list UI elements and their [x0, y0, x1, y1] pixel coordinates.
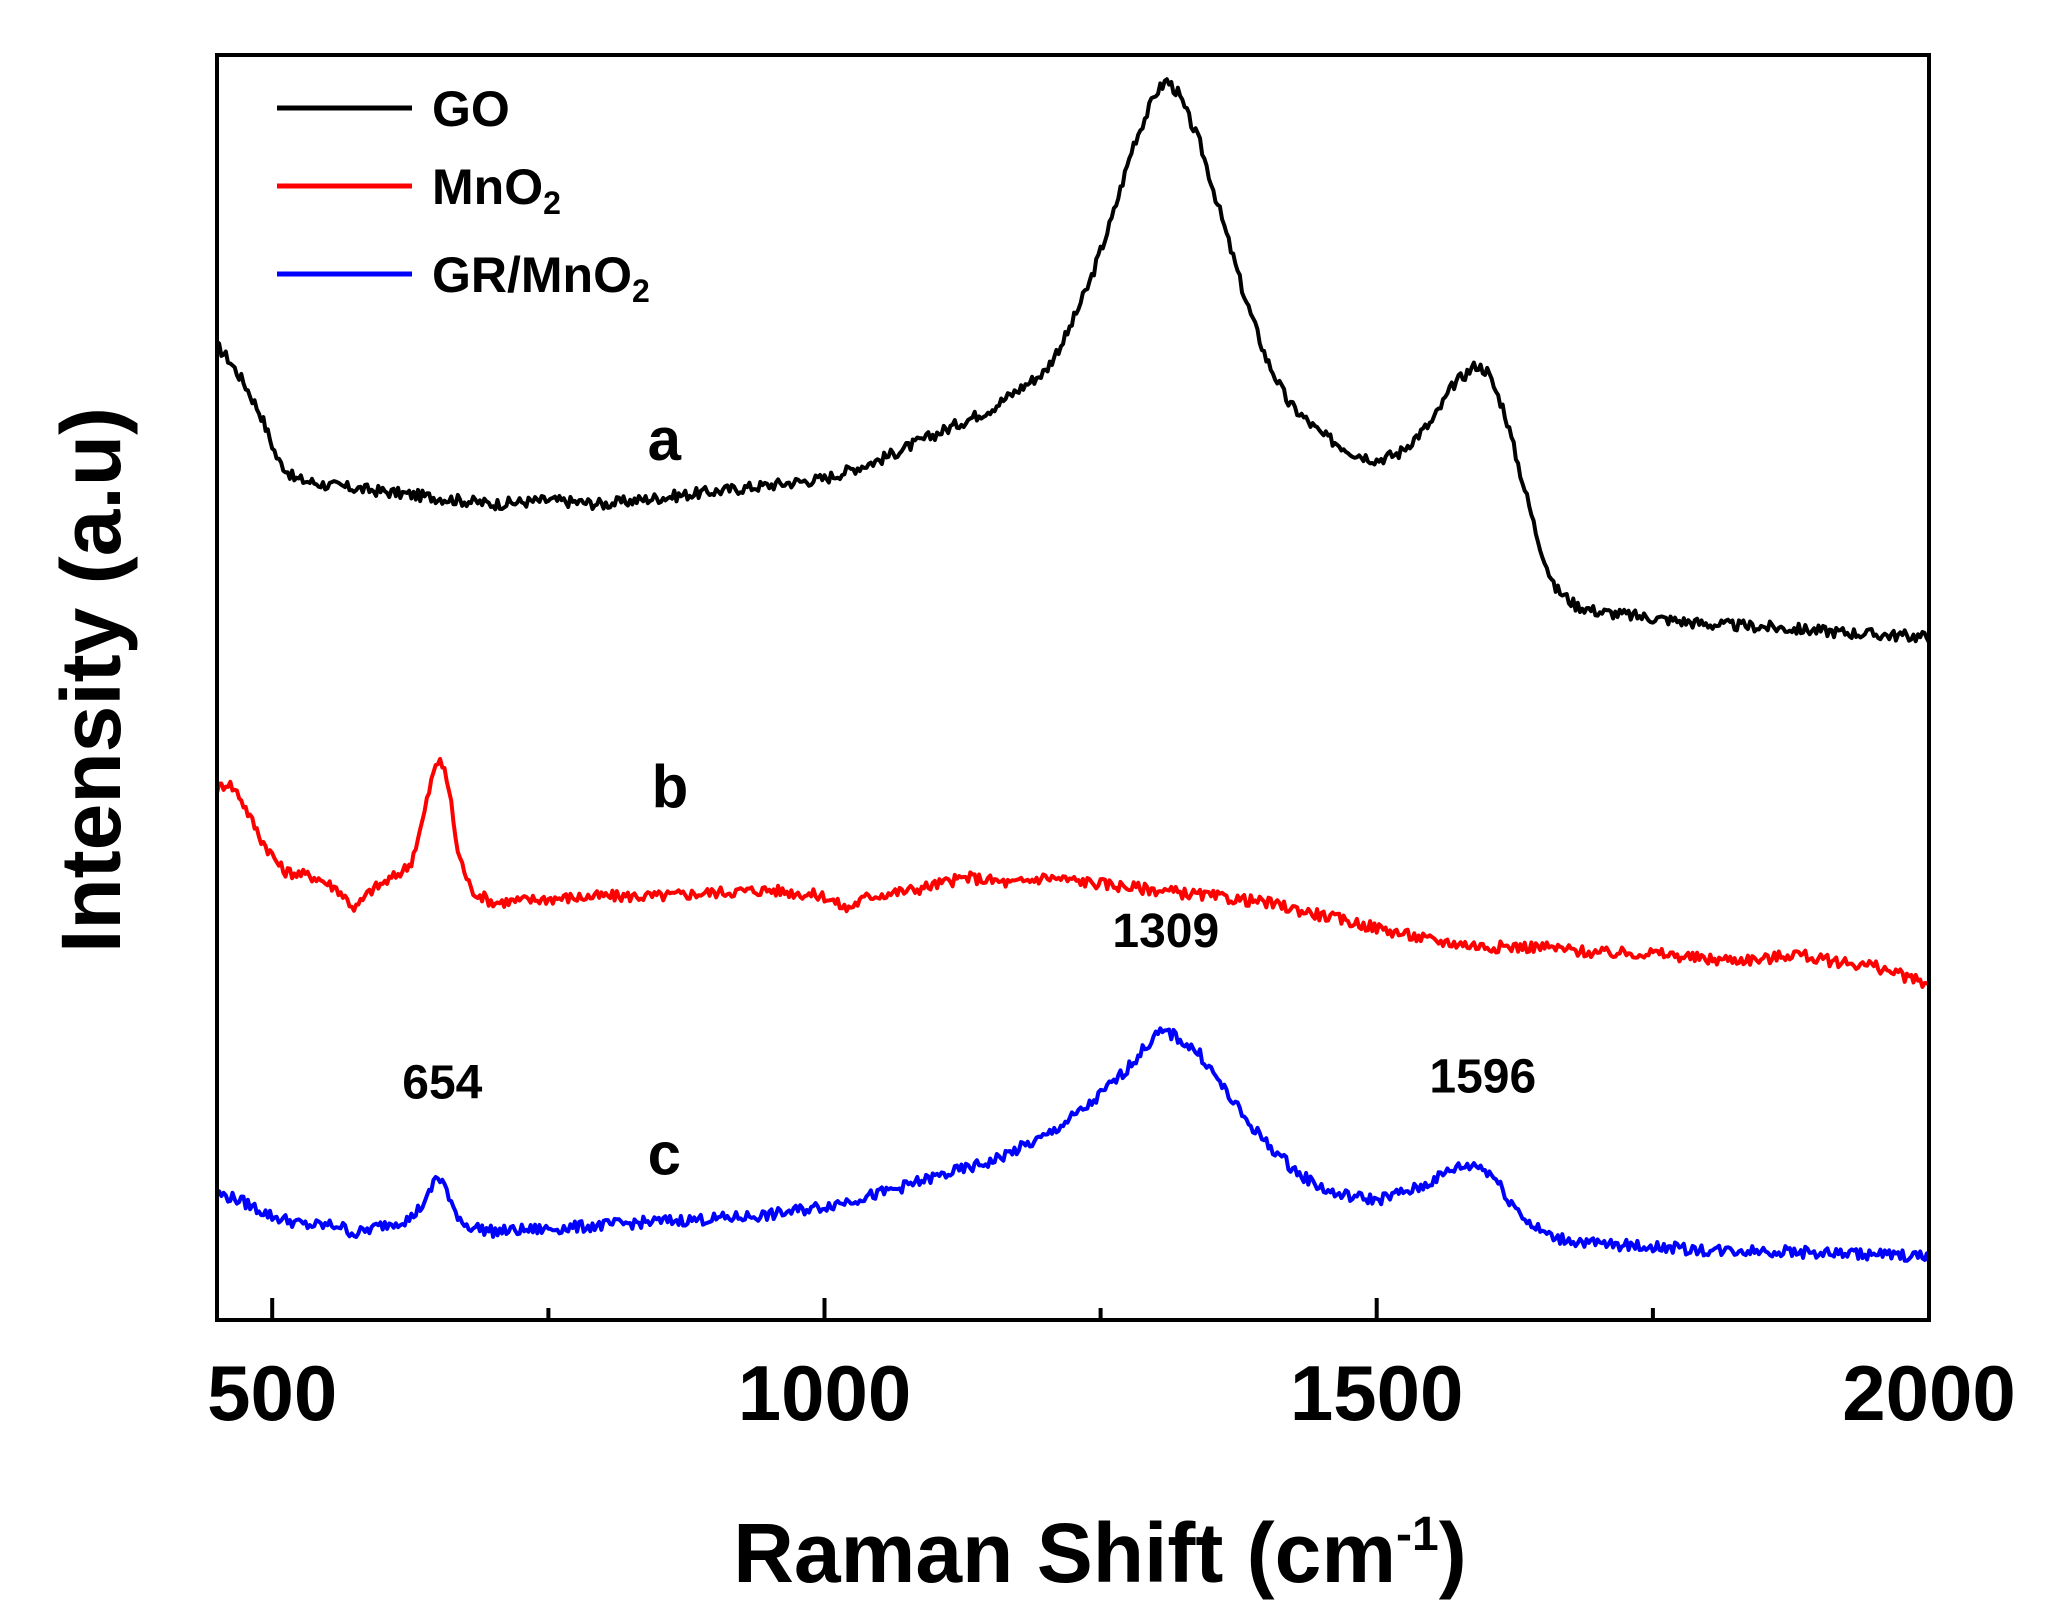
y-axis-title: Intensity (a.u) — [44, 407, 138, 953]
peak-annotation-654: 654 — [402, 1057, 482, 1110]
legend-label-go: GO — [432, 81, 510, 137]
peak-annotations: 654 1309 1596 — [402, 905, 1536, 1110]
series-line-go — [215, 77, 1931, 644]
series-line-grmno2 — [215, 1026, 1931, 1263]
plot-frame — [215, 53, 1931, 1322]
x-tick-label-1500: 1500 — [1290, 1349, 1464, 1437]
curve-label-mno2: b — [652, 754, 689, 821]
legend: GO MnO2 GR/MnO2 — [277, 81, 650, 309]
x-tick-label-1000: 1000 — [738, 1349, 912, 1437]
curve-label-go: a — [648, 406, 682, 473]
curve-label-grmno2: c — [648, 1121, 681, 1188]
legend-label-grmno2: GR/MnO2 — [432, 247, 650, 309]
series-line-mno2 — [215, 756, 1931, 989]
peak-annotation-1596: 1596 — [1429, 1050, 1536, 1103]
curve-labels: a b c — [648, 406, 689, 1188]
x-tick-label-500: 500 — [207, 1349, 337, 1437]
x-axis-ticks: 500 1000 1500 2000 — [207, 1298, 2016, 1437]
legend-label-mno2: MnO2 — [432, 159, 561, 221]
series-layer — [215, 77, 1931, 1263]
x-axis-title: Raman Shift (cm-1) — [733, 1506, 1466, 1600]
x-tick-label-2000: 2000 — [1842, 1349, 2016, 1437]
peak-annotation-1309: 1309 — [1112, 905, 1219, 958]
